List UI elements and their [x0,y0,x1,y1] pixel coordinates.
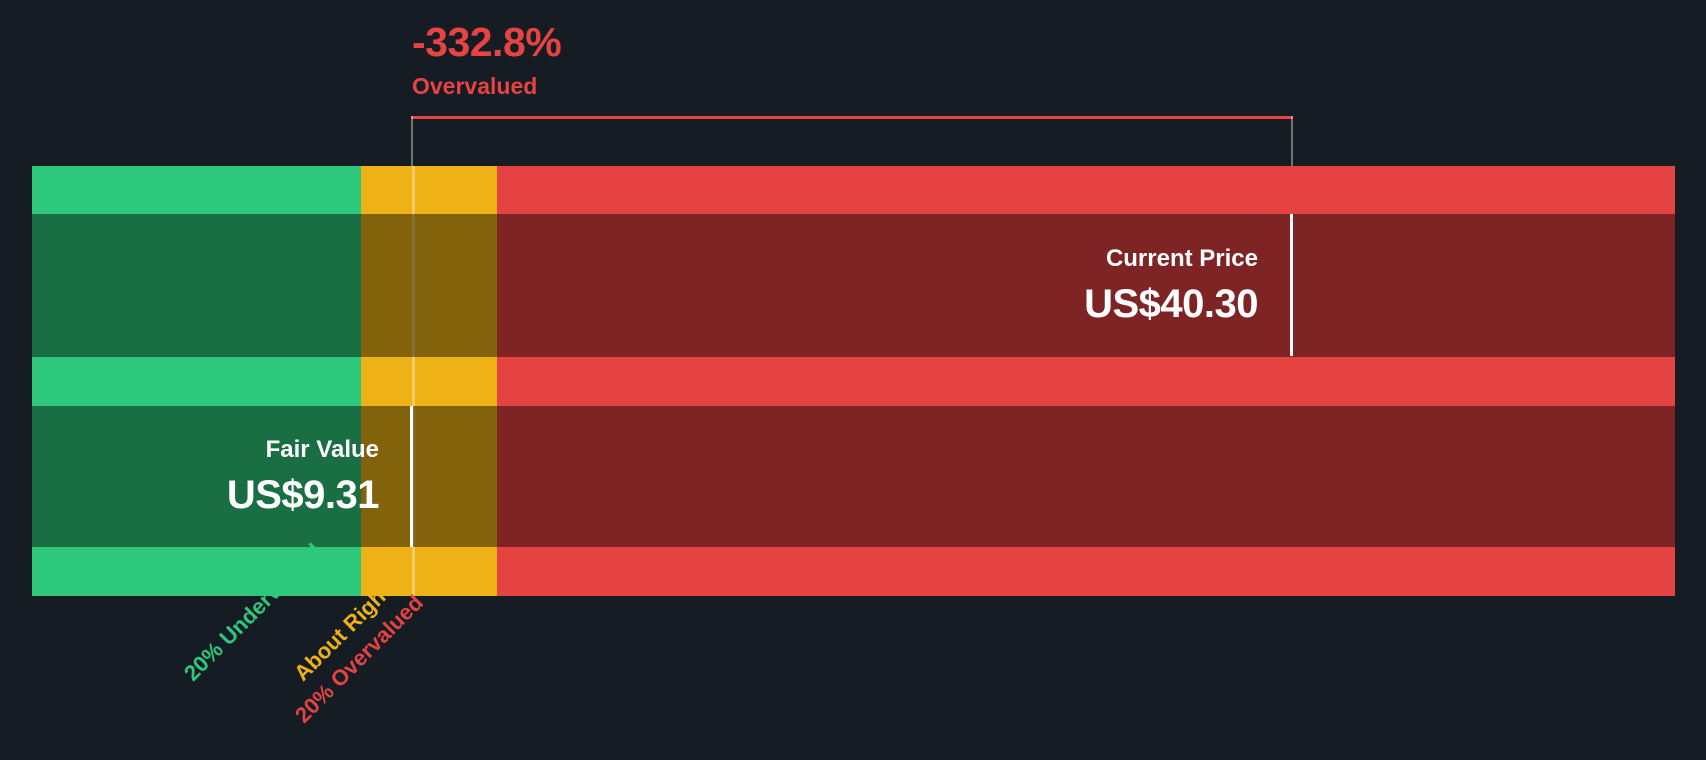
current-price-amount: US$40.30 [1084,281,1258,326]
current-price-label: Current Price [1105,244,1258,272]
band-segment-undervalued [32,166,361,596]
fair-value-amount: US$9.31 [226,473,380,517]
valuation-band [32,166,1675,596]
premium-percent: -332.8% [412,19,562,65]
valuation-verdict: Overvalued [412,73,538,99]
valuation-headline: -332.8% Overvalued [412,19,562,99]
current-price-card: Current Price US$40.30 [466,214,1293,356]
axis-label-overvalued: 20% Overvalued [290,589,428,728]
band-divider-line [412,166,415,596]
band-segment-overvalued [497,166,1675,596]
fair-value-label: Fair Value [265,436,379,463]
fair-value-card: Fair Value US$9.31 [32,406,413,547]
band-segment-about-right [361,166,497,596]
